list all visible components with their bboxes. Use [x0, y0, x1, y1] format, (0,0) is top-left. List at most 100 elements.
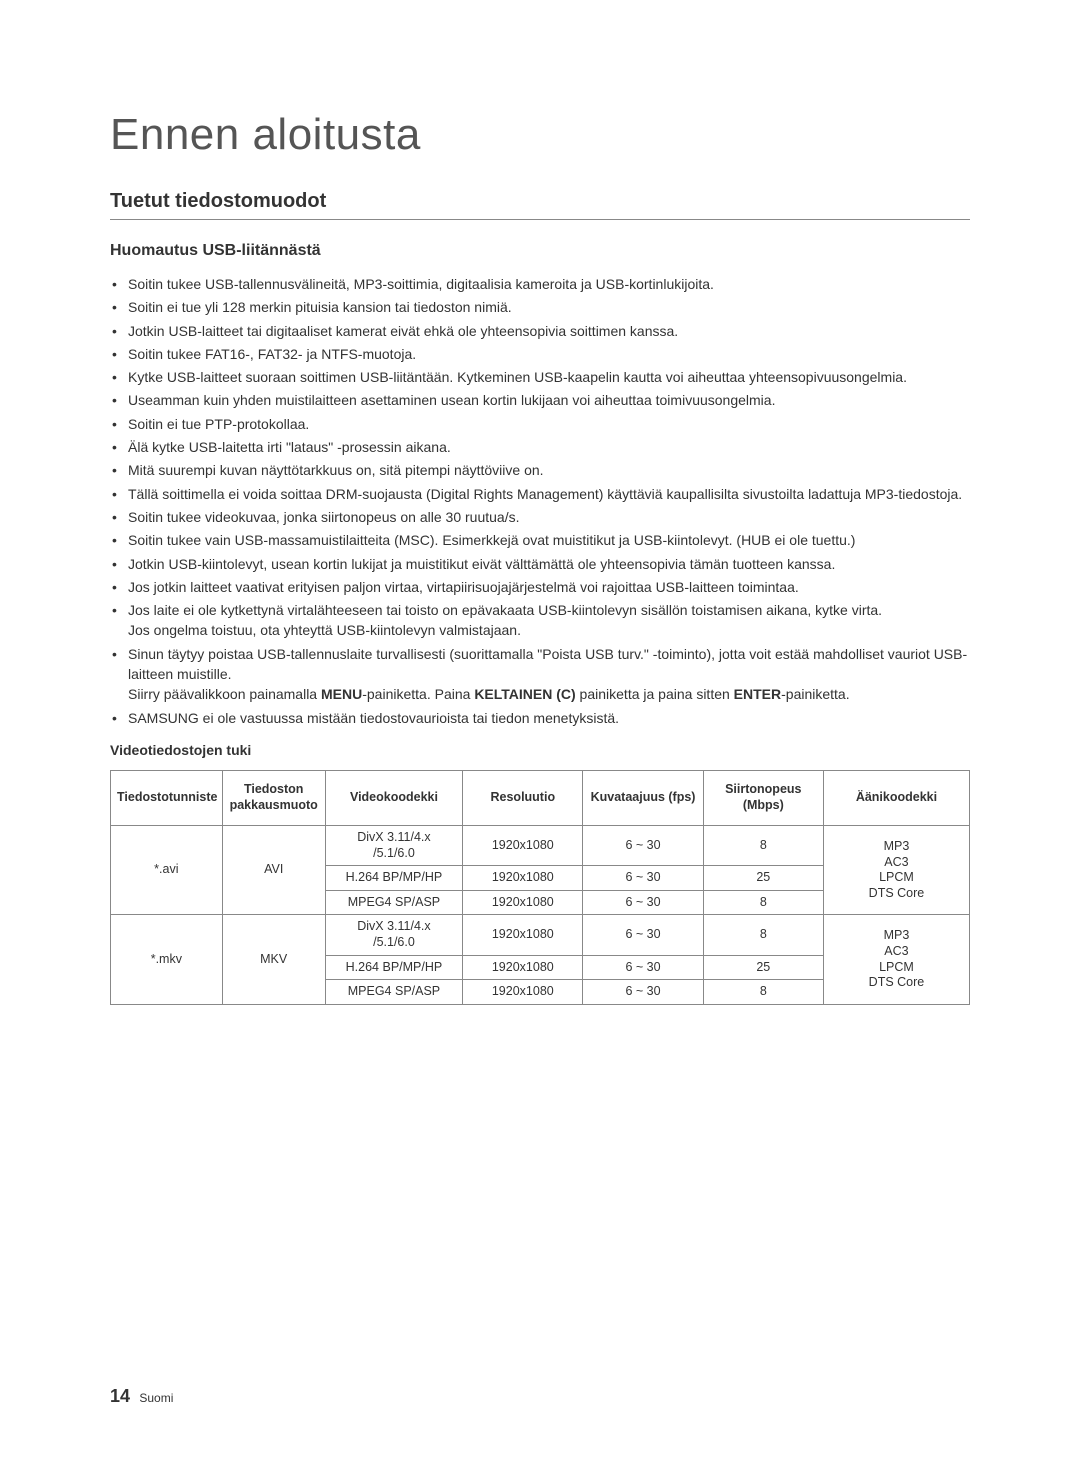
cell-ext: *.mkv	[111, 915, 223, 1005]
list-item-text: Soitin ei tue yli 128 merkin pituisia ka…	[128, 299, 512, 315]
page-number: 14	[110, 1386, 130, 1406]
cell-fps: 6 ~ 30	[583, 825, 703, 865]
cell-bitrate: 8	[703, 825, 823, 865]
cell-vcodec: H.264 BP/MP/HP	[325, 955, 462, 980]
page: Ennen aloitusta Tuetut tiedostomuodot Hu…	[0, 0, 1080, 1477]
audio-codec: LPCM	[830, 960, 963, 976]
audio-codec: LPCM	[830, 870, 963, 886]
cell-bitrate: 8	[703, 890, 823, 915]
list-item-text: Soitin ei tue PTP-protokollaa.	[128, 416, 309, 432]
vcodec-l1: DivX 3.11/4.x	[357, 919, 430, 933]
cell-vcodec: DivX 3.11/4.x /5.1/6.0	[325, 825, 462, 865]
list-item-text: Jos jotkin laitteet vaativat erityisen p…	[128, 579, 799, 595]
video-codec-table: Tiedostotunniste Tiedoston pakkausmuoto …	[110, 770, 970, 1005]
list-item: Jotkin USB-kiintolevyt, usean kortin luk…	[110, 554, 970, 574]
table-header-row: Tiedostotunniste Tiedoston pakkausmuoto …	[111, 770, 970, 825]
cell-vcodec: H.264 BP/MP/HP	[325, 866, 462, 891]
th-bitrate: Siirtonopeus (Mbps)	[703, 770, 823, 825]
audio-codec: AC3	[830, 944, 963, 960]
list-item-text: Soitin tukee USB-tallennusvälineitä, MP3…	[128, 276, 714, 292]
cell-fps: 6 ~ 30	[583, 955, 703, 980]
audio-codec: AC3	[830, 855, 963, 871]
list-item-text: Soitin tukee FAT16-, FAT32- ja NTFS-muot…	[128, 346, 416, 362]
audio-codec: MP3	[830, 839, 963, 855]
sub-heading-usb: Huomautus USB-liitännästä	[110, 242, 970, 260]
cell-res: 1920x1080	[463, 955, 583, 980]
list-item-cont: Jos ongelma toistuu, ota yhteyttä USB-ki…	[128, 620, 970, 640]
list-item: Jotkin USB-laitteet tai digitaaliset kam…	[110, 321, 970, 341]
cell-bitrate: 25	[703, 866, 823, 891]
list-item-text: Soitin tukee vain USB-massamuistilaittei…	[128, 532, 855, 548]
cell-vcodec: MPEG4 SP/ASP	[325, 980, 462, 1005]
list-item-text: Soitin tukee videokuvaa, jonka siirtonop…	[128, 509, 519, 525]
list-item-text: Useamman kuin yhden muistilaitteen asett…	[128, 392, 775, 408]
th-ext: Tiedostotunniste	[111, 770, 223, 825]
cell-res: 1920x1080	[463, 890, 583, 915]
section-title: Tuetut tiedostomuodot	[110, 190, 970, 213]
list-item: Tällä soittimella ei voida soittaa DRM-s…	[110, 484, 970, 504]
table-row: *.avi AVI DivX 3.11/4.x /5.1/6.0 1920x10…	[111, 825, 970, 865]
list-item: Soitin tukee videokuvaa, jonka siirtonop…	[110, 507, 970, 527]
list-item-text: SAMSUNG ei ole vastuussa mistään tiedost…	[128, 710, 619, 726]
table-row: *.mkv MKV DivX 3.11/4.x /5.1/6.0 1920x10…	[111, 915, 970, 955]
cell-res: 1920x1080	[463, 980, 583, 1005]
list-item: Jos laite ei ole kytkettynä virtalähtees…	[110, 600, 970, 641]
text-run: -painiketta. Paina	[362, 686, 474, 702]
cell-fps: 6 ~ 30	[583, 915, 703, 955]
list-item-text: Kytke USB-laitteet suoraan soittimen USB…	[128, 369, 907, 385]
list-item: Useamman kuin yhden muistilaitteen asett…	[110, 390, 970, 410]
page-language: Suomi	[139, 1391, 173, 1405]
list-item: Soitin tukee USB-tallennusvälineitä, MP3…	[110, 274, 970, 294]
audio-codec: DTS Core	[830, 886, 963, 902]
section-underline	[110, 219, 970, 220]
list-item: Kytke USB-laitteet suoraan soittimen USB…	[110, 367, 970, 387]
menu-key-label: MENU	[321, 686, 362, 702]
vcodec-l2: /5.1/6.0	[373, 846, 415, 860]
cell-fps: 6 ~ 30	[583, 866, 703, 891]
cell-bitrate: 8	[703, 915, 823, 955]
cell-container: MKV	[222, 915, 325, 1005]
text-run: -painiketta.	[781, 686, 849, 702]
text-run: painiketta ja paina sitten	[576, 686, 734, 702]
cell-res: 1920x1080	[463, 825, 583, 865]
usb-notes-list: Soitin tukee USB-tallennusvälineitä, MP3…	[110, 274, 970, 728]
list-item: Soitin tukee vain USB-massamuistilaittei…	[110, 530, 970, 550]
cell-bitrate: 8	[703, 980, 823, 1005]
th-acodec: Äänikoodekki	[823, 770, 969, 825]
list-item-text: Sinun täytyy poistaa USB-tallennuslaite …	[128, 646, 967, 682]
cell-vcodec: DivX 3.11/4.x /5.1/6.0	[325, 915, 462, 955]
list-item: Älä kytke USB-laitetta irti "lataus" -pr…	[110, 437, 970, 457]
list-item: Mitä suurempi kuvan näyttötarkkuus on, s…	[110, 460, 970, 480]
vcodec-l2: /5.1/6.0	[373, 935, 415, 949]
list-item-text: Jotkin USB-kiintolevyt, usean kortin luk…	[128, 556, 835, 572]
list-item: Sinun täytyy poistaa USB-tallennuslaite …	[110, 644, 970, 705]
list-item: Soitin tukee FAT16-, FAT32- ja NTFS-muot…	[110, 344, 970, 364]
list-item: Soitin ei tue yli 128 merkin pituisia ka…	[110, 297, 970, 317]
th-container: Tiedoston pakkausmuoto	[222, 770, 325, 825]
th-fps: Kuvataajuus (fps)	[583, 770, 703, 825]
text-run: Siirry päävalikkoon painamalla	[128, 686, 321, 702]
cell-ext: *.avi	[111, 825, 223, 915]
table-title: Videotiedostojen tuki	[110, 742, 970, 758]
list-item: Soitin ei tue PTP-protokollaa.	[110, 414, 970, 434]
enter-key-label: ENTER	[734, 686, 781, 702]
list-item-text: Jos laite ei ole kytkettynä virtalähtees…	[128, 602, 882, 618]
list-item-text: Jotkin USB-laitteet tai digitaaliset kam…	[128, 323, 678, 339]
list-item-text: Älä kytke USB-laitetta irti "lataus" -pr…	[128, 439, 451, 455]
yellow-key-label: KELTAINEN (C)	[474, 686, 575, 702]
audio-codec: MP3	[830, 928, 963, 944]
list-item-text: Mitä suurempi kuvan näyttötarkkuus on, s…	[128, 462, 544, 478]
th-res: Resoluutio	[463, 770, 583, 825]
cell-res: 1920x1080	[463, 866, 583, 891]
list-item-cont: Siirry päävalikkoon painamalla MENU-pain…	[128, 684, 970, 704]
cell-fps: 6 ~ 30	[583, 980, 703, 1005]
page-title: Ennen aloitusta	[110, 110, 970, 160]
list-item: SAMSUNG ei ole vastuussa mistään tiedost…	[110, 708, 970, 728]
cell-acodec: MP3 AC3 LPCM DTS Core	[823, 915, 969, 1005]
th-vcodec: Videokoodekki	[325, 770, 462, 825]
cell-vcodec: MPEG4 SP/ASP	[325, 890, 462, 915]
cell-container: AVI	[222, 825, 325, 915]
cell-fps: 6 ~ 30	[583, 890, 703, 915]
page-footer: 14 Suomi	[110, 1386, 173, 1407]
list-item-text: Tällä soittimella ei voida soittaa DRM-s…	[128, 486, 962, 502]
